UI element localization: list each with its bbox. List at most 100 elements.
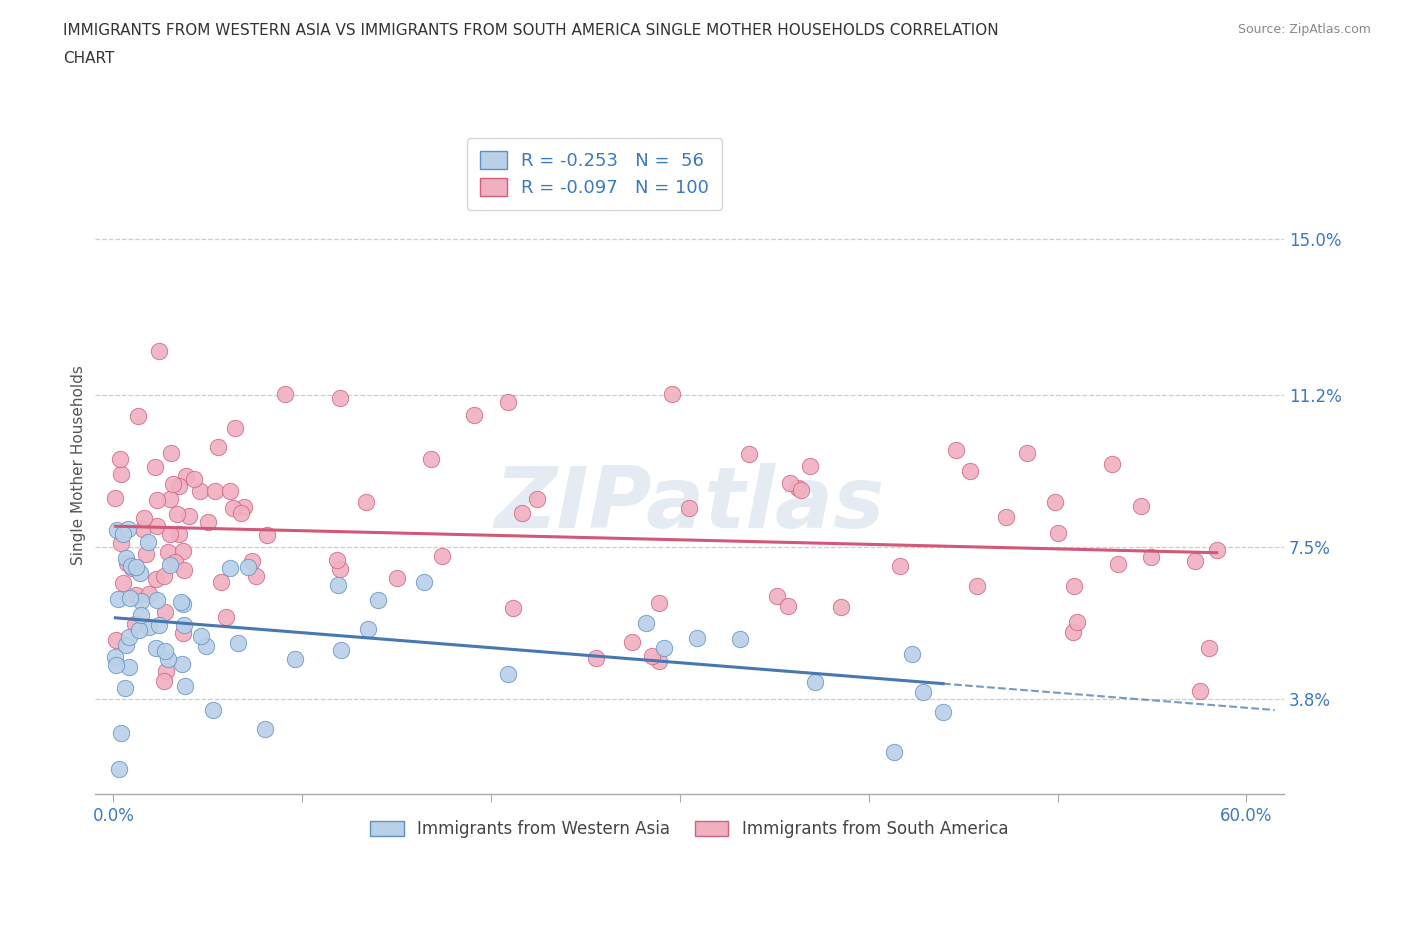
Point	[686, 631, 709, 645]
Point	[145, 571, 167, 586]
Point	[357, 622, 380, 637]
Point	[326, 578, 349, 592]
Point	[329, 643, 352, 658]
Text: CHART: CHART	[63, 51, 115, 66]
Point	[945, 443, 967, 458]
Point	[1046, 525, 1069, 540]
Point	[121, 561, 143, 576]
Point	[778, 598, 800, 613]
Legend: Immigrants from Western Asia, Immigrants from South America: Immigrants from Western Asia, Immigrants…	[364, 814, 1015, 844]
Point	[284, 651, 307, 666]
Y-axis label: Single Mother Households: Single Mother Households	[72, 365, 86, 565]
Point	[155, 604, 177, 619]
Point	[128, 623, 150, 638]
Point	[1188, 684, 1211, 698]
Point	[172, 657, 194, 671]
Point	[112, 526, 135, 541]
Point	[188, 484, 211, 498]
Point	[138, 587, 160, 602]
Point	[367, 592, 389, 607]
Point	[135, 547, 157, 562]
Point	[233, 499, 256, 514]
Point	[152, 569, 174, 584]
Point	[190, 629, 212, 644]
Point	[329, 391, 352, 405]
Point	[238, 560, 260, 575]
Point	[105, 658, 128, 672]
Point	[240, 553, 263, 568]
Point	[229, 506, 252, 521]
Point	[125, 588, 148, 603]
Point	[167, 527, 190, 542]
Point	[354, 495, 377, 510]
Point	[108, 452, 131, 467]
Point	[162, 477, 184, 492]
Point	[634, 615, 657, 630]
Point	[129, 593, 152, 608]
Point	[177, 509, 200, 524]
Point	[463, 408, 485, 423]
Point	[510, 505, 533, 520]
Point	[110, 467, 132, 482]
Point	[766, 589, 789, 604]
Point	[173, 563, 195, 578]
Point	[104, 632, 127, 647]
Point	[145, 641, 167, 656]
Point	[329, 562, 352, 577]
Point	[146, 592, 169, 607]
Point	[496, 394, 519, 409]
Point	[620, 634, 643, 649]
Point	[159, 492, 181, 507]
Point	[107, 762, 129, 777]
Point	[648, 653, 671, 668]
Point	[167, 478, 190, 493]
Point	[803, 674, 825, 689]
Point	[209, 575, 232, 590]
Point	[787, 480, 810, 495]
Point	[170, 594, 193, 609]
Point	[830, 599, 852, 614]
Point	[413, 575, 436, 590]
Point	[256, 527, 278, 542]
Point	[173, 618, 195, 632]
Point	[502, 601, 524, 616]
Point	[132, 521, 155, 536]
Point	[159, 558, 181, 573]
Point	[1129, 498, 1152, 513]
Point	[159, 526, 181, 541]
Text: Source: ZipAtlas.com: Source: ZipAtlas.com	[1237, 23, 1371, 36]
Point	[1066, 615, 1088, 630]
Point	[226, 636, 249, 651]
Point	[107, 591, 129, 606]
Point	[110, 535, 132, 550]
Point	[121, 558, 143, 573]
Point	[526, 492, 548, 507]
Point	[120, 591, 142, 605]
Point	[912, 685, 935, 700]
Point	[1101, 457, 1123, 472]
Point	[678, 500, 700, 515]
Point	[153, 644, 176, 658]
Point	[111, 576, 134, 591]
Point	[201, 702, 224, 717]
Point	[183, 472, 205, 486]
Point	[1198, 641, 1220, 656]
Point	[163, 554, 186, 569]
Point	[779, 475, 801, 490]
Point	[197, 515, 219, 530]
Point	[148, 618, 170, 632]
Point	[148, 344, 170, 359]
Point	[889, 559, 911, 574]
Point	[115, 638, 138, 653]
Point	[661, 387, 683, 402]
Point	[172, 596, 194, 611]
Point	[648, 596, 671, 611]
Point	[430, 548, 453, 563]
Point	[153, 673, 176, 688]
Point	[1107, 557, 1129, 572]
Point	[254, 722, 277, 737]
Point	[883, 745, 905, 760]
Point	[117, 522, 139, 537]
Point	[115, 556, 138, 571]
Point	[218, 560, 240, 575]
